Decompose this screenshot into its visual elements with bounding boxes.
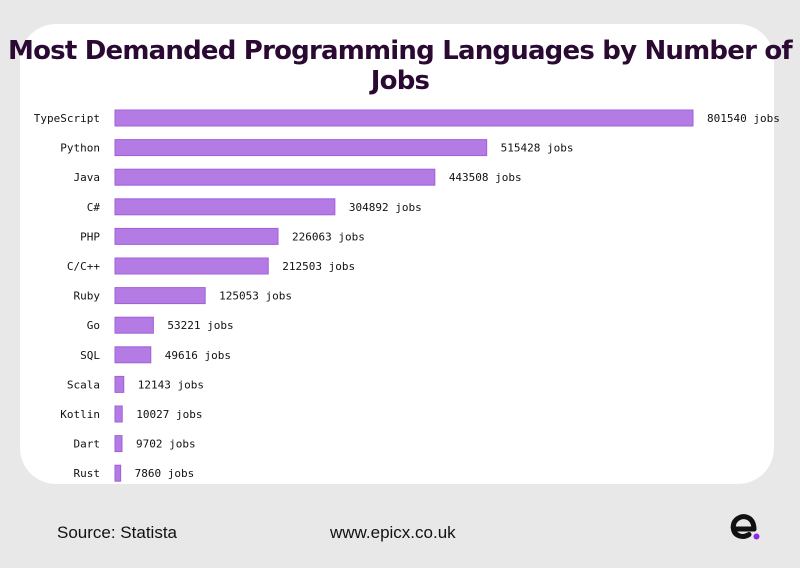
source-label: Source: Statista <box>57 523 178 542</box>
chart-title: Most Demanded Programming Languages by N… <box>8 36 793 96</box>
category-label: Dart <box>74 438 101 451</box>
value-label: 125053 jobs <box>219 290 292 303</box>
bar-sql <box>114 346 152 364</box>
value-label: 7860 jobs <box>135 467 195 480</box>
bar-cc <box>114 257 269 275</box>
bar-c <box>114 198 336 216</box>
bar-typescript <box>114 109 694 127</box>
value-label: 515428 jobs <box>501 142 574 155</box>
bar-ruby <box>114 287 206 305</box>
value-label: 212503 jobs <box>282 260 355 273</box>
value-label: 10027 jobs <box>136 408 202 421</box>
value-label: 801540 jobs <box>707 112 780 125</box>
value-label: 9702 jobs <box>136 438 196 451</box>
bar-go <box>114 316 154 334</box>
bar-java <box>114 168 436 186</box>
category-label: Python <box>60 142 100 155</box>
category-label: Ruby <box>74 290 101 303</box>
category-label: TypeScript <box>34 112 100 125</box>
bar-rust <box>114 464 122 482</box>
category-label: Go <box>87 319 100 332</box>
category-label: Scala <box>67 378 100 391</box>
category-label: Java <box>74 171 101 184</box>
category-label: C/C++ <box>67 260 100 273</box>
value-label: 443508 jobs <box>449 171 522 184</box>
category-label: Kotlin <box>60 408 100 421</box>
category-label: Rust <box>74 467 101 480</box>
value-label: 49616 jobs <box>165 349 231 362</box>
chart-card <box>20 24 774 484</box>
value-label: 226063 jobs <box>292 230 365 243</box>
category-label: SQL <box>80 349 100 362</box>
bar-scala <box>114 375 125 393</box>
bar-dart <box>114 435 123 453</box>
epicx-logo-icon <box>730 514 760 540</box>
value-label: 53221 jobs <box>167 319 233 332</box>
bar-kotlin <box>114 405 123 423</box>
category-label: C# <box>87 201 101 214</box>
bar-php <box>114 227 279 245</box>
category-label: PHP <box>80 230 100 243</box>
value-label: 304892 jobs <box>349 201 422 214</box>
website-link[interactable]: www.epicx.co.uk <box>330 523 456 542</box>
bar-python <box>114 139 488 157</box>
value-label: 12143 jobs <box>138 378 204 391</box>
